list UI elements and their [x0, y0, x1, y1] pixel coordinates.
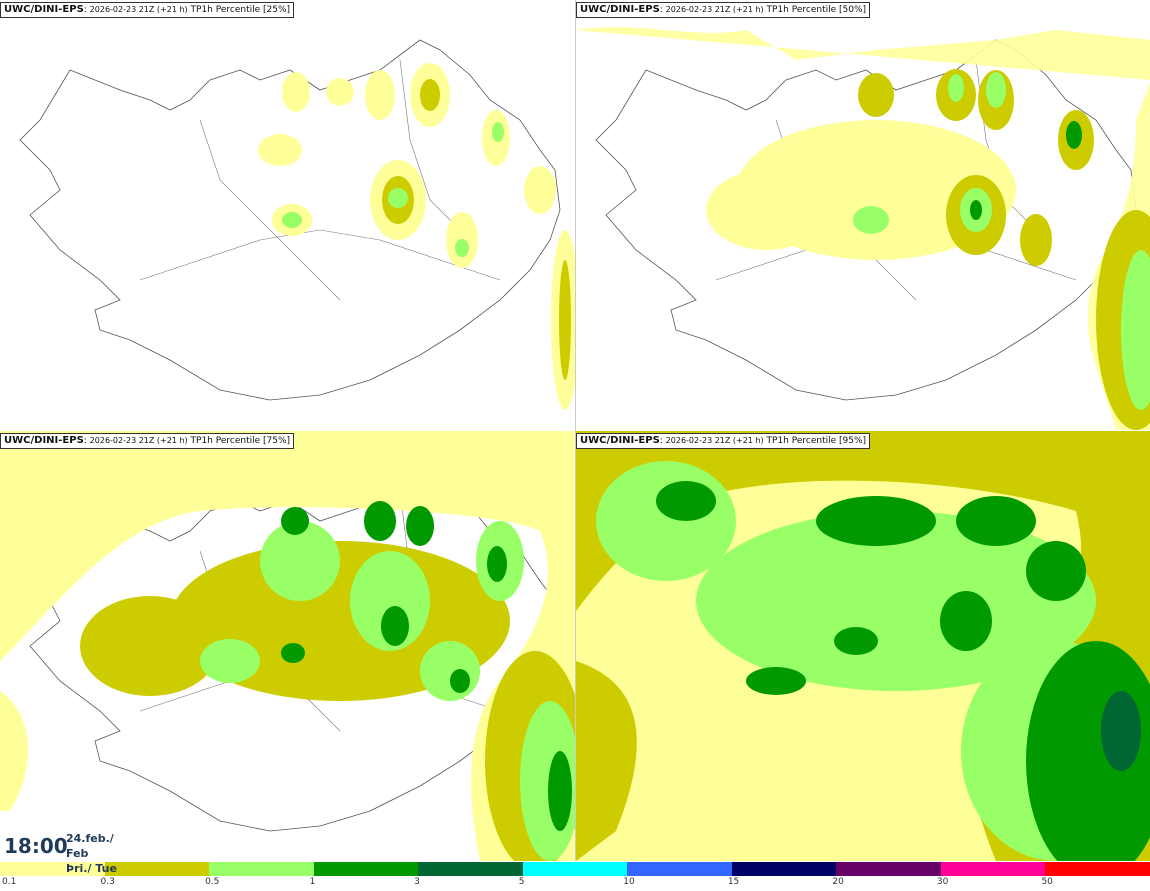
color-bar-segment: [209, 862, 314, 876]
color-bar-tick-label: 1: [309, 877, 316, 887]
color-bar-tick-label: 15: [727, 877, 740, 887]
precip-map: [576, 431, 1150, 861]
map-panel-p25: UWC/DINI-EPS: 2026-02-23 21Z (+21 h) TP1…: [0, 0, 575, 430]
map-panel-p50: UWC/DINI-EPS: 2026-02-23 21Z (+21 h) TP1…: [576, 0, 1150, 430]
day-line: Þri./ Tue: [66, 862, 117, 875]
valid-time-box: 18:00 24.feb./ Feb Þri./ Tue: [0, 828, 132, 875]
model-name: UWC/DINI-EPS: [580, 4, 660, 15]
precip-map: [0, 431, 575, 861]
precip-color-bar: [0, 862, 1150, 876]
panel-title: UWC/DINI-EPS: 2026-02-23 21Z (+21 h) TP1…: [0, 433, 295, 449]
color-bar-segment: [418, 862, 523, 876]
precip-areas: [576, 27, 1150, 430]
color-bar-ticks: 0.1 0.3 0.5 1 3 5 10 15 20 30 50: [0, 876, 1150, 891]
color-bar-segment: [104, 862, 210, 876]
precip-areas: [258, 63, 575, 410]
run-time: 2026-02-23 21Z (+21 h): [89, 436, 188, 445]
color-bar-segment: [522, 862, 628, 876]
precip-areas: [0, 431, 575, 861]
precip-map: [19, 39, 575, 410]
color-bar-tick-label: 0.1: [2, 877, 17, 887]
valid-date: 24.feb./ Feb Þri./ Tue: [66, 831, 132, 876]
field-name: TP1h Percentile [25%]: [190, 5, 291, 15]
precip-areas: [576, 431, 1150, 861]
model-name: UWC/DINI-EPS: [580, 435, 660, 446]
run-time: 2026-02-23 21Z (+21 h): [665, 436, 764, 445]
color-bar-segment: [0, 862, 105, 876]
field-name: TP1h Percentile [95%]: [766, 436, 867, 446]
color-bar-tick-label: 0.3: [100, 877, 115, 887]
field-name: TP1h Percentile [75%]: [190, 436, 291, 446]
date-line: 24.feb./ Feb: [66, 832, 114, 860]
color-bar-segment: [1045, 862, 1150, 876]
color-bar-tick-label: 0.5: [205, 877, 220, 887]
precip-map: [576, 27, 1150, 430]
panel-title: UWC/DINI-EPS: 2026-02-23 21Z (+21 h) TP1…: [576, 433, 871, 449]
color-bar-segment: [731, 862, 837, 876]
panel-divider: [575, 0, 576, 861]
color-bar-tick-label: 30: [936, 877, 949, 887]
color-bar-tick-label: 5: [518, 877, 525, 887]
run-time: 2026-02-23 21Z (+21 h): [665, 5, 764, 14]
map-panel-p95: UWC/DINI-EPS: 2026-02-23 21Z (+21 h) TP1…: [576, 431, 1150, 861]
color-bar-segment: [940, 862, 1046, 876]
color-bar-tick-label: 3: [414, 877, 420, 887]
color-bar-tick-label: 10: [623, 877, 635, 887]
color-bar-tick-label: 50: [1041, 877, 1053, 887]
panel-title: UWC/DINI-EPS: 2026-02-23 21Z (+21 h) TP1…: [0, 2, 295, 18]
color-bar-tick-label: 20: [832, 877, 844, 887]
color-bar-segment: [836, 862, 941, 876]
valid-hour: 18:00: [4, 834, 68, 858]
color-bar-segment: [313, 862, 419, 876]
map-panel-p75: UWC/DINI-EPS: 2026-02-23 21Z (+21 h) TP1…: [0, 431, 575, 861]
color-bar-segment: [627, 862, 732, 876]
run-time: 2026-02-23 21Z (+21 h): [89, 5, 188, 14]
model-name: UWC/DINI-EPS: [4, 435, 84, 446]
field-name: TP1h Percentile [50%]: [766, 5, 867, 15]
model-name: UWC/DINI-EPS: [4, 4, 84, 15]
panel-title: UWC/DINI-EPS: 2026-02-23 21Z (+21 h) TP1…: [576, 2, 871, 18]
